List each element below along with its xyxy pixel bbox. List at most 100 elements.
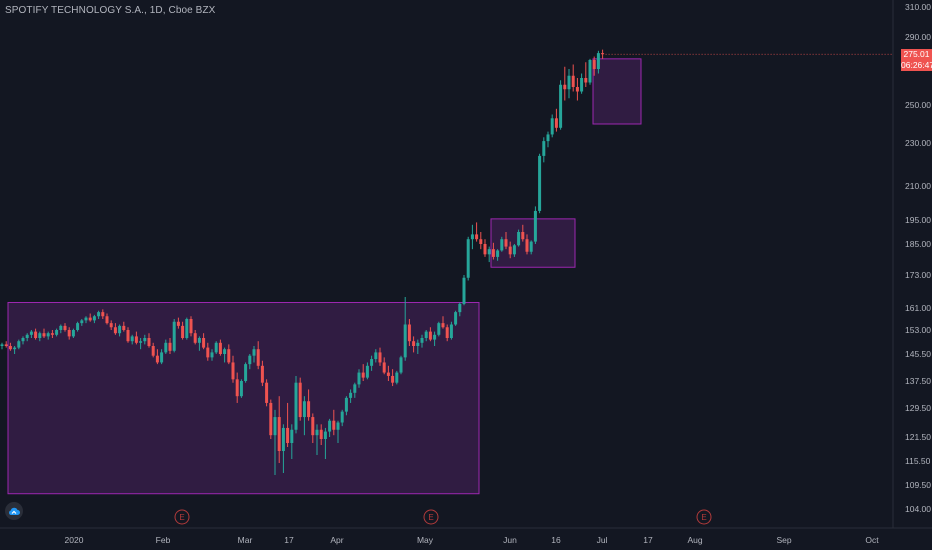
candle-body	[231, 362, 235, 380]
candle-body	[235, 379, 239, 397]
earnings-marker-icon	[174, 509, 190, 525]
candle-body	[122, 325, 126, 330]
candle-body	[298, 382, 302, 418]
candle-body	[218, 342, 222, 354]
candle-body	[475, 234, 479, 240]
candle-body	[21, 338, 25, 342]
candle-body	[416, 342, 420, 346]
candle-body	[80, 320, 84, 324]
candle-body	[575, 87, 579, 92]
candle-body	[412, 341, 416, 346]
candle-body	[462, 277, 466, 304]
candle-body	[181, 325, 185, 338]
earnings-marker-icon	[696, 509, 712, 525]
candle-body	[517, 232, 521, 246]
candle-body	[244, 364, 248, 381]
candle-body	[84, 317, 88, 321]
candle-body	[445, 327, 449, 338]
price-tick-label: 173.00	[905, 270, 931, 280]
candle-body	[365, 365, 369, 378]
candle-body	[281, 427, 285, 451]
candle-body	[29, 331, 33, 335]
candle-body	[214, 342, 218, 353]
candle-body	[512, 245, 516, 255]
candle-body	[269, 402, 273, 436]
candle-body	[0, 344, 4, 346]
candle-body	[323, 431, 327, 439]
candle-body	[55, 330, 59, 335]
candle-body	[424, 331, 428, 338]
candle-body	[508, 246, 512, 255]
candle-body	[210, 352, 214, 358]
candle-body	[130, 336, 134, 342]
price-tick-label: 230.00	[905, 138, 931, 148]
candle-body	[101, 312, 105, 317]
candle-body	[17, 341, 21, 348]
candle-body	[504, 239, 508, 247]
candle-body	[256, 349, 260, 366]
candle-body	[546, 134, 550, 142]
candle-body	[550, 118, 554, 135]
candle-body	[97, 312, 101, 317]
candle-body	[525, 239, 529, 252]
candle-body	[340, 411, 344, 423]
time-tick-label: Sep	[776, 535, 791, 545]
candle-body	[332, 420, 336, 430]
candle-body	[126, 330, 130, 342]
time-tick-label: 17	[284, 535, 294, 545]
last-price-badge: 275.01	[901, 48, 932, 60]
candle-body	[252, 349, 256, 356]
candle-body	[567, 75, 571, 90]
candle-body	[46, 333, 50, 337]
tradingview-cloud-icon[interactable]	[5, 502, 23, 520]
candle-body	[206, 347, 210, 358]
candle-body	[378, 352, 382, 363]
time-tick-label: Apr	[330, 535, 343, 545]
candle-body	[554, 118, 558, 128]
earnings-marker-label: E	[179, 513, 184, 522]
candle-body	[67, 330, 71, 337]
price-axis: 310.00 290.00 270.00 250.00 230.00 210.00 195.…	[892, 0, 931, 528]
candle-body	[437, 323, 441, 335]
candle-body	[315, 429, 319, 436]
candle-body	[349, 392, 353, 398]
candle-body	[361, 372, 365, 378]
candle-body	[164, 342, 168, 353]
candle-body	[399, 357, 403, 373]
price-tick-label: 145.50	[905, 349, 931, 359]
candle-body	[223, 349, 227, 354]
earnings-marker-label: E	[701, 513, 706, 522]
candle-body	[542, 141, 546, 156]
candle-body	[4, 344, 8, 346]
price-tick-label: 115.50	[905, 456, 931, 466]
candle-body	[433, 334, 437, 340]
time-tick-label: Aug	[687, 535, 702, 545]
candle-body	[105, 316, 109, 324]
time-tick-label: 16	[551, 535, 561, 545]
price-tick-label: 121.50	[905, 432, 931, 442]
candle-body	[273, 417, 277, 436]
candle-body	[185, 319, 189, 338]
candle-body	[496, 250, 500, 257]
candle-body	[248, 355, 252, 365]
candle-body	[500, 239, 504, 251]
range-box	[7, 302, 480, 495]
time-tick-label: Oct	[865, 535, 879, 545]
candle-body	[458, 303, 462, 313]
candle-body	[420, 338, 424, 343]
candle-body	[559, 84, 563, 128]
candle-body	[487, 249, 491, 255]
candle-body	[483, 244, 487, 255]
candle-body	[374, 352, 378, 360]
price-tick-label: 310.00	[905, 2, 931, 12]
candle-body	[588, 60, 592, 83]
price-tick-label: 137.50	[905, 376, 931, 386]
candle-body	[88, 317, 92, 321]
candle-body	[160, 352, 164, 363]
candle-body	[529, 241, 533, 252]
candle-body	[302, 401, 306, 418]
candle-body	[147, 338, 151, 346]
candle-body	[294, 382, 298, 430]
candle-body	[50, 333, 54, 335]
